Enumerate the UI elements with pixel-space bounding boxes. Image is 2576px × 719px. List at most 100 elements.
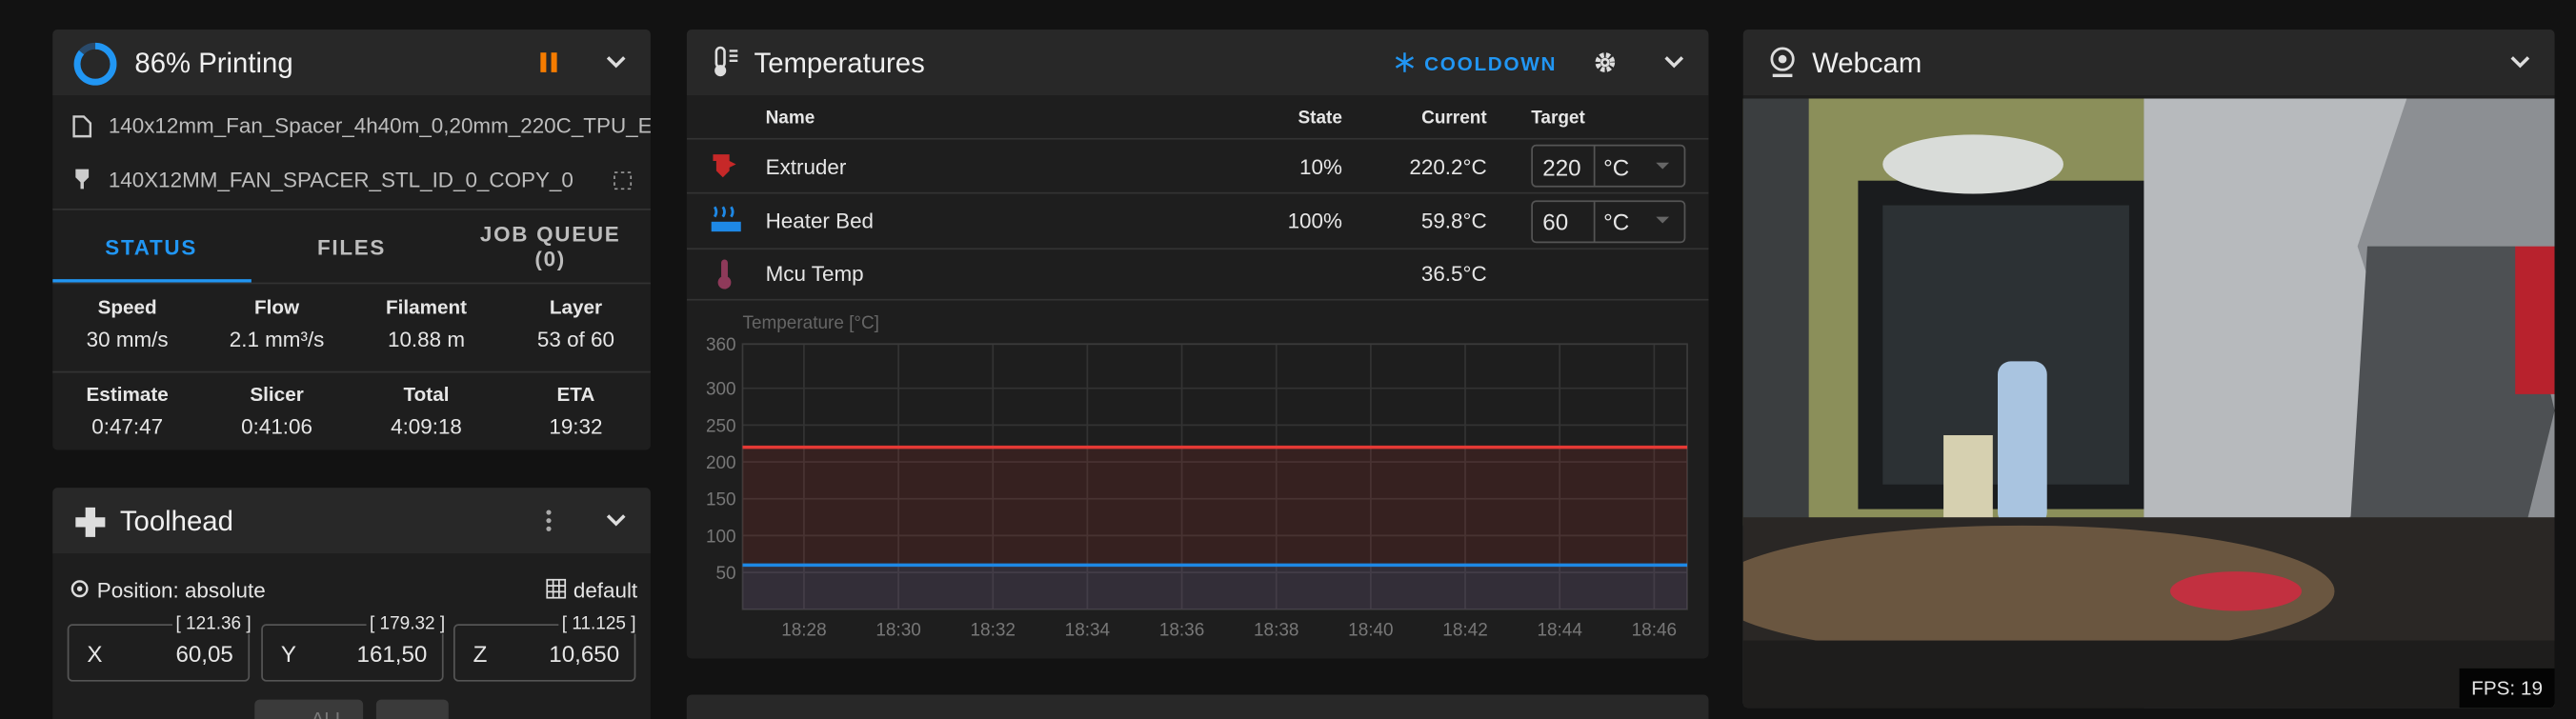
webcam-image: [1742, 98, 2555, 709]
tab-label[interactable]: FILES: [316, 234, 387, 260]
webcam-title: Webcam: [1812, 48, 1922, 79]
y-tick-label: 200: [706, 453, 736, 473]
toolhead-icon: [75, 507, 106, 537]
y-tick-label: 360: [706, 335, 736, 355]
tab-label[interactable]: STATUS: [105, 234, 198, 260]
x-tick-label: 18:28: [781, 620, 826, 640]
stat-value: 0:41:06: [241, 413, 312, 439]
axis-position: [ 11.125 ]: [558, 613, 639, 634]
file-icon: [72, 115, 92, 138]
temperatures-title: Temperatures: [754, 48, 925, 79]
collapse-button[interactable]: [2508, 52, 2531, 72]
temperatures-header: [686, 30, 1709, 96]
axis-input[interactable]: [261, 624, 444, 682]
row-state: 100%: [1287, 209, 1342, 233]
target-value[interactable]: 60: [1542, 209, 1569, 235]
toolhead-title: Toolhead: [119, 506, 233, 537]
axis-name: X: [87, 640, 103, 668]
webcam-icon: [1770, 47, 1795, 78]
axis-value[interactable]: 161,50: [356, 640, 428, 668]
x-tick-label: 18:30: [875, 620, 920, 640]
axis-position: [ 179.32 ]: [366, 613, 449, 634]
home-all-label[interactable]: ALL: [311, 708, 346, 719]
x-tick-label: 18:36: [1159, 620, 1204, 640]
collapse-button[interactable]: [605, 52, 628, 72]
settings-button[interactable]: [1594, 50, 1617, 73]
target-input[interactable]: [1531, 200, 1686, 244]
cooldown-button[interactable]: COOLDOWN: [1424, 52, 1558, 76]
preset-dropdown[interactable]: [1655, 161, 1671, 170]
axis-name: Y: [280, 640, 297, 668]
preset-dropdown[interactable]: [1655, 215, 1671, 225]
fps-badge: [2459, 668, 2555, 709]
stat-label: ETA: [556, 382, 595, 406]
x-tick-label: 18:40: [1348, 620, 1393, 640]
progress-donut: [73, 42, 117, 86]
axis-value[interactable]: 10,650: [549, 640, 620, 668]
axis-input[interactable]: [67, 624, 251, 682]
target-unit: °C: [1603, 154, 1630, 181]
area: [742, 565, 1688, 609]
stat-value: 2.1 mm³/s: [229, 327, 325, 352]
grid-icon: [546, 578, 567, 599]
stat-label: Slicer: [250, 382, 304, 406]
toolhead-panel: Toolhead Position: absolute default ALL …: [52, 488, 651, 719]
axis-name: Z: [473, 640, 488, 668]
object-name: 140X12MM_FAN_SPACER_STL_ID_0_COPY_0: [108, 167, 574, 192]
stat-label: Speed: [97, 295, 157, 319]
y-tick-label: 150: [706, 490, 736, 510]
status-title: 86% Printing: [134, 48, 293, 79]
column-header: State: [1298, 108, 1342, 129]
tab-label[interactable]: JOB QUEUE (0): [479, 221, 621, 271]
stat-label: Layer: [549, 295, 603, 319]
stat-label: Flow: [254, 295, 300, 319]
row-name: Mcu Temp: [765, 261, 864, 287]
menu-button[interactable]: [544, 508, 553, 534]
target-input[interactable]: [1531, 144, 1686, 188]
home-all-button[interactable]: [254, 699, 364, 719]
temperature-chart: Temperature [°C] 50 100 150 200 250 300 360 18:2…: [706, 313, 1688, 640]
y-tick-label: 250: [706, 416, 736, 436]
y-tick-label: 300: [706, 380, 736, 400]
stat-value: 53 of 60: [536, 327, 614, 352]
profile-name[interactable]: default: [573, 578, 638, 603]
object-icon: [75, 169, 90, 190]
target-value[interactable]: 220: [1542, 154, 1581, 181]
exclude-object-button[interactable]: [613, 170, 633, 190]
axis-input[interactable]: [453, 624, 636, 682]
stat-label: Total: [403, 382, 450, 406]
fps-label: FPS: 19: [2471, 676, 2543, 700]
collapse-button[interactable]: [605, 510, 628, 530]
stat-value: 4:09:18: [391, 413, 462, 439]
motors-off-button[interactable]: [375, 699, 449, 719]
cooldown-icon[interactable]: [1395, 52, 1415, 72]
stat-label: Filament: [385, 295, 468, 319]
temperatures-panel: Temperatures COOLDOWN Name State Current…: [686, 30, 1709, 659]
plot-border: [741, 343, 1688, 610]
tab-status[interactable]: [52, 210, 252, 283]
row-current: 220.2°C: [1409, 154, 1487, 179]
x-tick-label: 18:38: [1254, 620, 1298, 640]
x-tick-label: 18:32: [971, 620, 1016, 640]
x-tick-label: 18:44: [1537, 620, 1581, 640]
position-icon: [70, 580, 89, 598]
webcam-panel: Webcam FPS: 19: [1742, 30, 2555, 709]
row-name: Extruder: [765, 154, 847, 179]
row-state: 10%: [1299, 154, 1342, 179]
axis-value[interactable]: 60,05: [175, 640, 233, 668]
x-tick-label: 18:42: [1442, 620, 1487, 640]
row-name: Heater Bed: [765, 209, 875, 233]
extruder-icon: [713, 154, 736, 178]
thermometer-icon: [714, 46, 738, 77]
column-header: Current: [1421, 108, 1487, 129]
pause-button[interactable]: [537, 50, 560, 73]
webcam-header: [1742, 30, 2555, 96]
bed-icon: [711, 206, 741, 232]
position-mode: Position: absolute: [96, 578, 266, 603]
area: [742, 447, 1688, 609]
stat-value: 19:32: [549, 413, 603, 439]
collapse-button[interactable]: [1662, 52, 1685, 72]
target-unit: °C: [1603, 209, 1630, 235]
